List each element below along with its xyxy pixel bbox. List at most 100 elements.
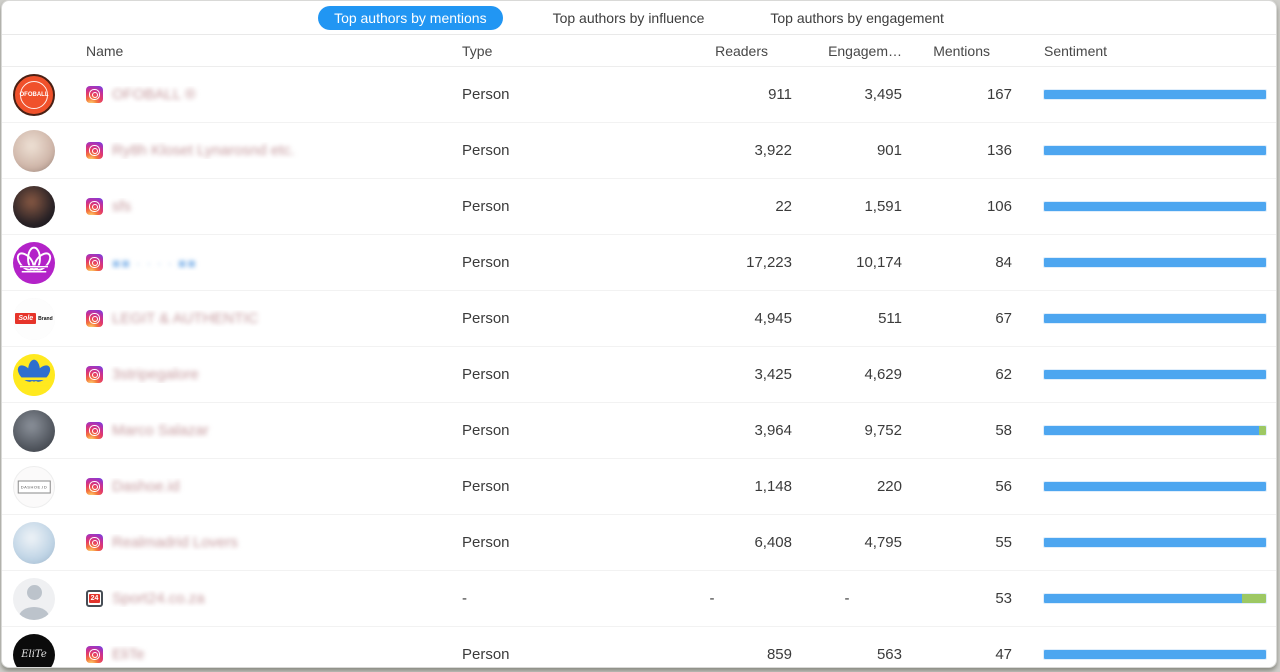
- author-name[interactable]: OFOBALL ®: [112, 86, 196, 103]
- engagement-value: 10,174: [856, 254, 902, 271]
- engagement-value: 9,752: [864, 422, 902, 439]
- author-type: Person: [462, 534, 510, 551]
- column-header-engagement[interactable]: Engagem…: [828, 42, 902, 59]
- instagram-icon: [86, 310, 103, 327]
- author-avatar: DASHOE.ID: [13, 465, 55, 508]
- table-row[interactable]: 3stripegalore Person 3,425 4,629 62: [2, 347, 1276, 403]
- mentions-value: 58: [995, 422, 1012, 439]
- default-person-icon: [19, 606, 49, 620]
- sentiment-positive-segment: [1241, 594, 1266, 603]
- readers-value: 17,223: [746, 254, 792, 271]
- table-row[interactable]: sfs Person 22 1,591 106: [2, 179, 1276, 235]
- avatar-label-box: DASHOE.ID: [17, 480, 51, 493]
- table-row[interactable]: OFOBALL OFOBALL ® Person 911 3,495 167: [2, 67, 1276, 123]
- sole-brand-logo: Sole Brand: [13, 297, 55, 340]
- column-header-type[interactable]: Type: [462, 42, 493, 59]
- mentions-value: 84: [995, 254, 1012, 271]
- mentions-value: 47: [995, 646, 1012, 663]
- sentiment-bar: [1044, 594, 1266, 603]
- author-type: Person: [462, 646, 510, 663]
- sentiment-bar: [1044, 426, 1266, 435]
- column-header-name[interactable]: Name: [86, 42, 124, 59]
- instagram-icon: [86, 86, 103, 103]
- tab-top-authors-by-engagement[interactable]: Top authors by engagement: [770, 9, 944, 26]
- sentiment-neutral-segment: [1044, 538, 1266, 547]
- tab-top-authors-by-influence[interactable]: Top authors by influence: [552, 9, 705, 26]
- table-row[interactable]: Ry8h Kloset Lynarosnd etc. Person 3,922 …: [2, 123, 1276, 179]
- engagement-value: 4,629: [864, 366, 902, 383]
- table-row[interactable]: EliTe EliTe Person 859 563 47: [2, 627, 1276, 667]
- mentions-value: 53: [995, 590, 1012, 607]
- readers-value: 3,425: [754, 366, 792, 383]
- readers-value: 6,408: [754, 534, 792, 551]
- tab-top-authors-by-mentions[interactable]: Top authors by mentions: [318, 5, 503, 30]
- author-avatar: [13, 409, 55, 452]
- sole-box-label: Sole: [15, 313, 37, 324]
- readers-value: 3,964: [754, 422, 792, 439]
- author-type: Person: [462, 478, 510, 495]
- avatar-photo: [13, 129, 55, 172]
- author-type: Person: [462, 198, 510, 215]
- mentions-value: 56: [995, 478, 1012, 495]
- author-name[interactable]: sfs: [112, 198, 132, 215]
- engagement-value: 1,591: [864, 198, 902, 215]
- mentions-value: 106: [986, 198, 1012, 215]
- readers-value: 22: [775, 198, 792, 215]
- table-row[interactable]: DASHOE.ID Dashoe.id Person 1,148 220 56: [2, 459, 1276, 515]
- author-type: Person: [462, 142, 510, 159]
- author-name[interactable]: LEGIT & AUTHENTIC: [112, 310, 259, 327]
- sentiment-bar: [1044, 258, 1266, 267]
- sentiment-neutral-segment: [1044, 90, 1266, 99]
- instagram-icon: [86, 254, 103, 271]
- author-type: Person: [462, 254, 510, 271]
- author-name[interactable]: ■■ · · · · ■■: [112, 254, 197, 271]
- author-name[interactable]: Sport24.co.za: [112, 590, 205, 607]
- sentiment-bar: [1044, 202, 1266, 211]
- sentiment-neutral-segment: [1044, 202, 1266, 211]
- author-avatar: OFOBALL: [13, 73, 55, 116]
- instagram-icon: [86, 422, 103, 439]
- mentions-value: 167: [986, 86, 1012, 103]
- default-person-icon: [26, 584, 42, 600]
- author-avatar: [13, 353, 55, 396]
- readers-value: 1,148: [754, 478, 792, 495]
- author-type: -: [462, 590, 467, 607]
- instagram-icon: [86, 366, 103, 383]
- sentiment-neutral-segment: [1044, 594, 1242, 603]
- author-name[interactable]: Marco Salazar: [112, 422, 209, 439]
- mentions-value: 136: [986, 142, 1012, 159]
- sentiment-bar: [1044, 650, 1266, 659]
- author-avatar: [13, 129, 55, 172]
- column-header-readers[interactable]: Readers: [715, 42, 768, 59]
- author-name[interactable]: 3stripegalore: [112, 366, 199, 383]
- readers-value: 4,945: [754, 310, 792, 327]
- table-row[interactable]: ■■ · · · · ■■ Person 17,223 10,174 84: [2, 235, 1276, 291]
- readers-value: 859: [766, 646, 792, 663]
- engagement-value: 220: [876, 478, 902, 495]
- sport24-icon: 24: [86, 590, 103, 607]
- table-row[interactable]: Sole Brand LEGIT & AUTHENTIC Person 4,945…: [2, 291, 1276, 347]
- table-row[interactable]: Realmadrid Lovers Person 6,408 4,795 55: [2, 515, 1276, 571]
- table-row[interactable]: Marco Salazar Person 3,964 9,752 58: [2, 403, 1276, 459]
- column-header-sentiment[interactable]: Sentiment: [1044, 42, 1108, 59]
- author-type: Person: [462, 310, 510, 327]
- column-header-mentions[interactable]: Mentions: [933, 42, 990, 59]
- author-type: Person: [462, 422, 510, 439]
- author-name[interactable]: Ry8h Kloset Lynarosnd etc.: [112, 142, 295, 159]
- sentiment-bar: [1044, 146, 1266, 155]
- mentions-value: 67: [995, 310, 1012, 327]
- table-row[interactable]: 24 Sport24.co.za - - - 53: [2, 571, 1276, 627]
- engagement-value: 901: [876, 142, 902, 159]
- author-type: Person: [462, 86, 510, 103]
- sentiment-positive-segment: [1259, 426, 1266, 435]
- sentiment-neutral-segment: [1044, 314, 1266, 323]
- mentions-value: 62: [995, 366, 1012, 383]
- sentiment-bar: [1044, 90, 1266, 99]
- sentiment-bar: [1044, 314, 1266, 323]
- author-name[interactable]: Realmadrid Lovers: [112, 534, 238, 551]
- author-name[interactable]: EliTe: [112, 646, 145, 663]
- author-avatar: [13, 185, 55, 228]
- author-name[interactable]: Dashoe.id: [112, 478, 180, 495]
- avatar-photo: [13, 409, 55, 452]
